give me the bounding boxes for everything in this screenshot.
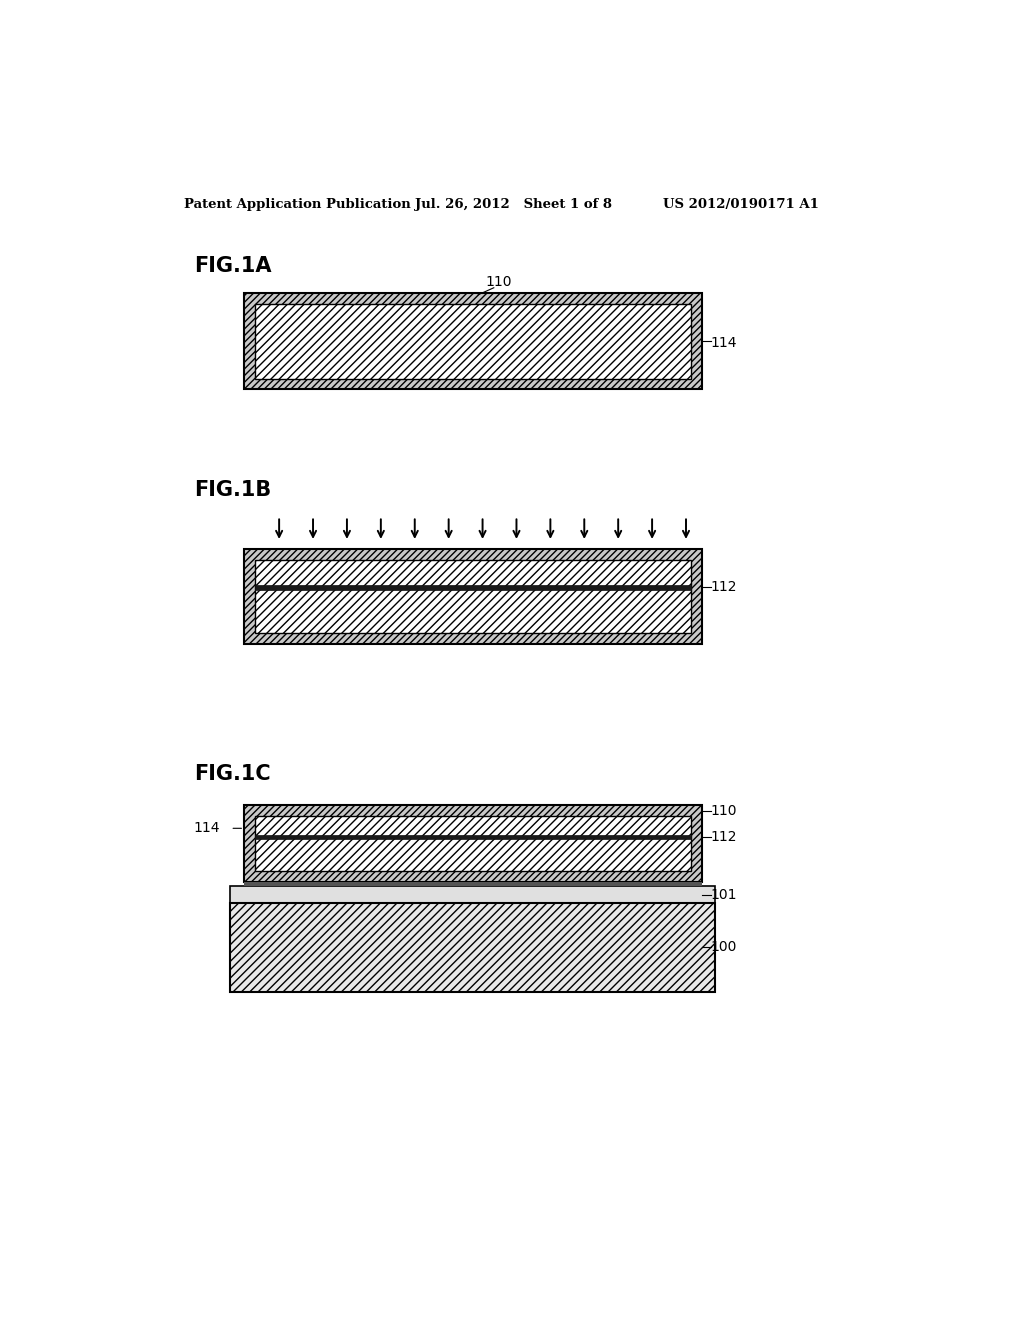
Bar bbox=[230, 903, 716, 991]
Text: FIG.1A: FIG.1A bbox=[194, 256, 271, 276]
Text: 114: 114 bbox=[711, 337, 737, 350]
Bar bbox=[255, 834, 690, 840]
Text: 101: 101 bbox=[711, 887, 737, 902]
Text: 112: 112 bbox=[711, 581, 737, 594]
Bar bbox=[245, 293, 701, 389]
Bar bbox=[230, 886, 716, 903]
Text: FIG.1B: FIG.1B bbox=[194, 479, 271, 499]
Text: 114: 114 bbox=[194, 821, 220, 836]
Bar bbox=[245, 882, 701, 886]
Text: 110: 110 bbox=[485, 275, 512, 289]
Bar bbox=[245, 549, 701, 644]
Bar bbox=[255, 816, 690, 871]
Text: US 2012/0190171 A1: US 2012/0190171 A1 bbox=[663, 198, 818, 211]
Bar bbox=[255, 304, 690, 379]
Text: 112: 112 bbox=[711, 830, 737, 843]
Bar bbox=[245, 805, 701, 882]
Bar bbox=[255, 585, 690, 590]
Text: 110: 110 bbox=[711, 804, 737, 818]
Text: Jul. 26, 2012   Sheet 1 of 8: Jul. 26, 2012 Sheet 1 of 8 bbox=[415, 198, 611, 211]
Text: 100: 100 bbox=[711, 940, 737, 954]
Text: Patent Application Publication: Patent Application Publication bbox=[183, 198, 411, 211]
Text: FIG.1C: FIG.1C bbox=[194, 764, 270, 784]
Bar bbox=[255, 560, 690, 632]
